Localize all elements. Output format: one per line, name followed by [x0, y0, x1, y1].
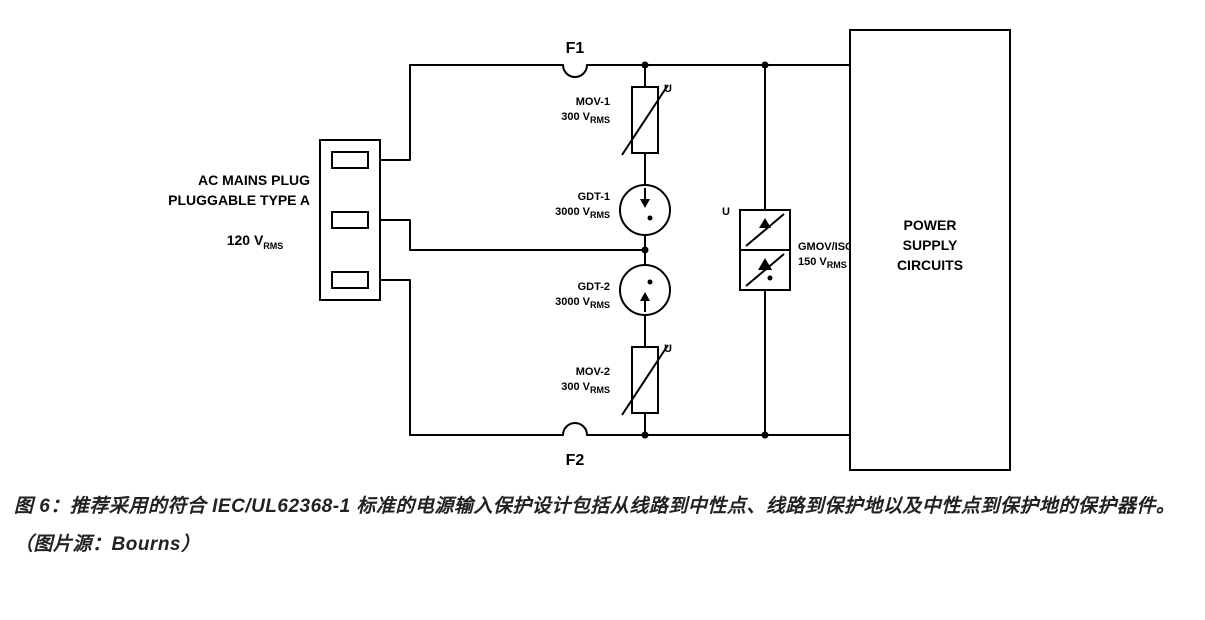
- gmov-v: 150 VRMS: [798, 256, 847, 270]
- gdt-1: [620, 185, 670, 235]
- psu-line2: SUPPLY: [903, 237, 958, 253]
- gdt1-name: GDT-1: [578, 191, 610, 203]
- gdt1-v: 3000 VRMS: [555, 206, 610, 220]
- plug-voltage: 120 VRMS: [227, 232, 284, 251]
- figure-caption: 图 6：推荐采用的符合 IEC/UL62368-1 标准的电源输入保护设计包括从…: [10, 480, 1195, 564]
- psu-line3: CIRCUITS: [897, 257, 963, 273]
- mov-1: [622, 85, 668, 155]
- gdt2-name: GDT-2: [578, 281, 610, 293]
- gdt-2: [620, 265, 670, 315]
- mov1-name: MOV-1: [576, 96, 610, 108]
- plug-label-1: AC MAINS PLUG: [198, 172, 310, 188]
- fuse-f1-label: F1: [566, 40, 585, 57]
- plug-label-2: PLUGGABLE TYPE A: [168, 192, 310, 208]
- mov1-u: U: [664, 83, 672, 95]
- gmov-u: U: [722, 206, 730, 218]
- gdt2-v: 3000 VRMS: [555, 296, 610, 310]
- circuit-diagram: AC MAINS PLUG PLUGGABLE TYPE A 120 VRMS …: [10, 10, 1195, 480]
- figure-wrap: AC MAINS PLUG PLUGGABLE TYPE A 120 VRMS …: [10, 10, 1195, 610]
- mov2-name: MOV-2: [576, 366, 610, 378]
- mov-2: [622, 345, 668, 415]
- mov2-u: U: [664, 343, 672, 355]
- mov1-v: 300 VRMS: [561, 111, 610, 125]
- fuse-f2-label: F2: [566, 452, 585, 469]
- plug-block: [320, 140, 380, 300]
- mov2-v: 300 VRMS: [561, 381, 610, 395]
- gmov: [740, 210, 790, 290]
- psu-line1: POWER: [904, 217, 957, 233]
